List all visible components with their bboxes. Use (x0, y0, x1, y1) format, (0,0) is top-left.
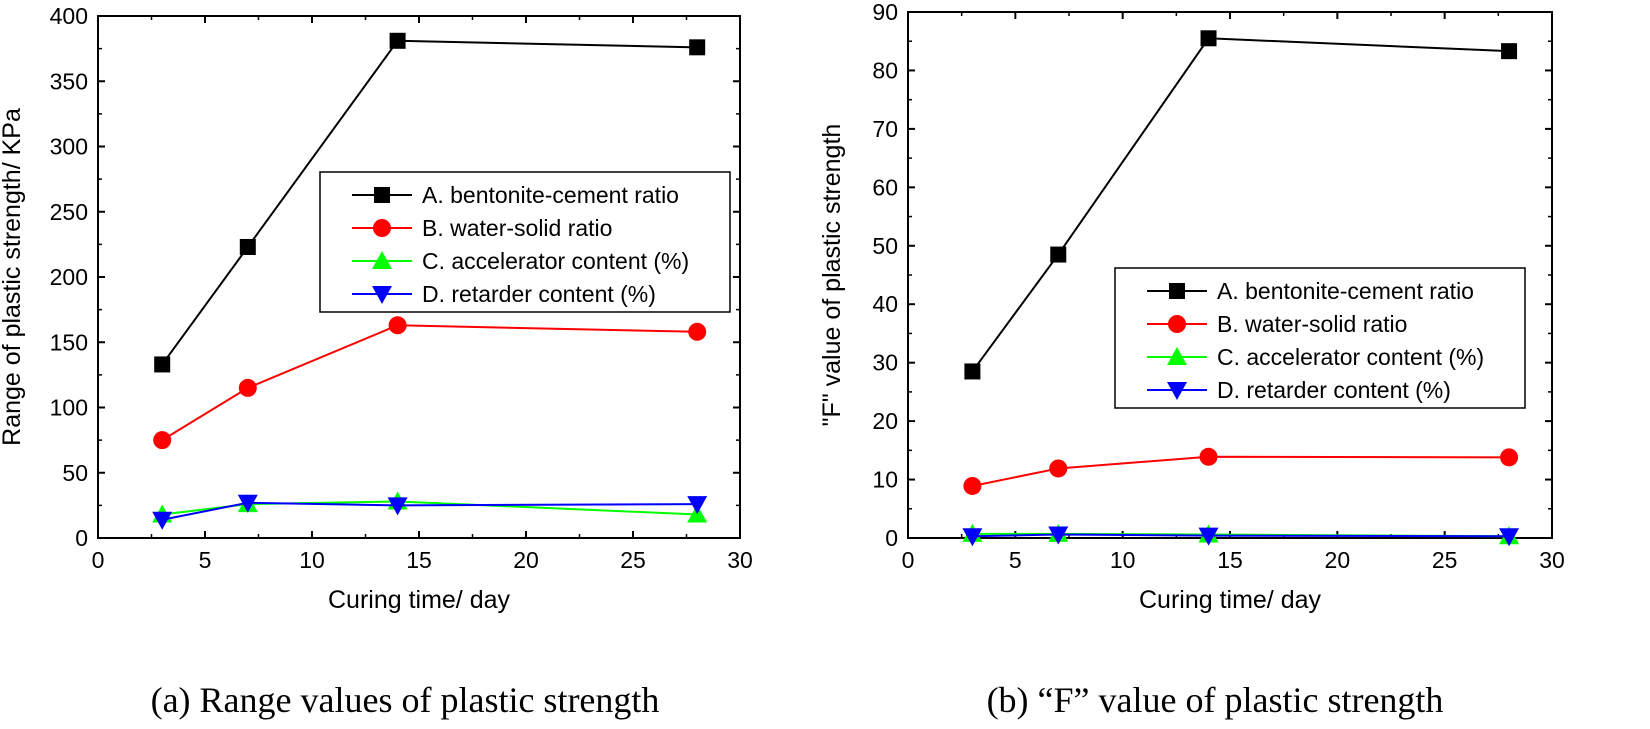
y-tick-label: 200 (50, 264, 88, 290)
x-axis-label: Curing time/ day (328, 586, 511, 614)
data-point-series-4 (1048, 526, 1069, 545)
y-tick-label: 40 (872, 291, 898, 317)
data-point-series-4 (687, 496, 708, 515)
data-point-series-1 (389, 32, 406, 49)
y-tick-label: 400 (50, 3, 88, 29)
x-tick-label: 10 (1110, 547, 1136, 573)
series-line-4 (972, 533, 1510, 538)
x-tick-label: 25 (1432, 547, 1458, 573)
legend-label-4: D. retarder content (%) (422, 281, 656, 307)
y-tick-label: 50 (872, 233, 898, 259)
legend-marker-2 (1168, 315, 1186, 333)
data-point-series-1 (1200, 30, 1217, 47)
data-point-series-4 (1198, 527, 1219, 546)
series-line-2 (161, 324, 698, 441)
figure-caption: (b) “F” value of plastic strength (987, 680, 1444, 720)
data-point-series-2 (238, 378, 257, 397)
data-point-series-2 (153, 431, 172, 450)
x-tick-label: 0 (92, 547, 105, 573)
figure-caption: (a) Range values of plastic strength (151, 680, 660, 720)
x-tick-label: 15 (1217, 547, 1243, 573)
y-tick-label: 150 (50, 329, 88, 355)
data-point-series-1 (689, 39, 706, 56)
legend-marker-4 (1167, 382, 1187, 400)
legend-label-3: C. accelerator content (%) (1217, 344, 1484, 370)
series-line-1 (971, 37, 1510, 373)
x-tick-label: 20 (1325, 547, 1351, 573)
y-tick-label: 90 (872, 0, 898, 25)
y-tick-label: 10 (872, 467, 898, 493)
data-point-series-2 (963, 476, 982, 495)
data-point-series-1 (1050, 246, 1067, 263)
chart-panel-a: 0 5 10 15 20 25 30050100150200250300350400Curi… (0, 3, 753, 720)
y-tick-label: 0 (75, 525, 88, 551)
legend-marker-3 (372, 251, 392, 269)
legend-label-1: A. bentonite-cement ratio (1217, 278, 1474, 304)
x-tick-label: 5 (1009, 547, 1022, 573)
legend-marker-1 (1169, 283, 1185, 299)
y-tick-label: 50 (62, 460, 88, 486)
legend-label-1: A. bentonite-cement ratio (422, 182, 679, 208)
legend-marker-4 (372, 286, 392, 304)
data-point-series-4 (962, 528, 983, 547)
x-tick-label: 30 (1539, 547, 1565, 573)
x-tick-label: 20 (513, 547, 539, 573)
y-tick-label: 250 (50, 199, 88, 225)
data-point-series-4 (237, 494, 258, 513)
data-point-series-2 (388, 316, 407, 335)
y-tick-label: 20 (872, 408, 898, 434)
x-tick-label: 5 (199, 547, 212, 573)
data-point-series-4 (152, 511, 173, 530)
x-axis-label: Curing time/ day (1139, 586, 1322, 614)
data-point-series-4 (387, 497, 408, 516)
legend-label-2: B. water-solid ratio (422, 215, 612, 241)
legend-marker-1 (374, 187, 390, 203)
x-tick-label: 0 (902, 547, 915, 573)
data-point-series-2 (1049, 459, 1068, 478)
data-point-series-1 (154, 356, 171, 373)
x-tick-label: 10 (299, 547, 325, 573)
y-tick-label: 350 (50, 68, 88, 94)
legend-label-2: B. water-solid ratio (1217, 311, 1407, 337)
x-tick-label: 30 (727, 547, 753, 573)
legend-label-3: C. accelerator content (%) (422, 248, 689, 274)
x-tick-label: 15 (406, 547, 432, 573)
series-line-4 (162, 501, 698, 521)
legend-marker-2 (373, 219, 391, 237)
data-point-series-1 (239, 238, 256, 255)
legend-marker-3 (1167, 347, 1187, 365)
x-tick-label: 25 (620, 547, 646, 573)
y-tick-label: 100 (50, 395, 88, 421)
data-point-series-1 (1501, 43, 1518, 60)
legend-label-4: D. retarder content (%) (1217, 377, 1451, 403)
data-point-series-1 (964, 363, 981, 380)
data-point-series-2 (1500, 448, 1519, 467)
y-tick-label: 30 (872, 350, 898, 376)
data-point-series-2 (688, 322, 707, 341)
y-axis-label: Range of plastic strength/ KPa (0, 108, 26, 446)
data-point-series-2 (1199, 447, 1218, 466)
y-tick-label: 70 (872, 116, 898, 142)
y-tick-label: 300 (50, 134, 88, 160)
data-point-series-4 (1499, 528, 1520, 547)
y-tick-label: 80 (872, 57, 898, 83)
series-line-1 (161, 39, 698, 366)
chart-panel-b: 0 5 10 15 20 25 30 0 10 20 30 40 50 60 70 80 90 Curing ti… (818, 0, 1565, 720)
y-axis-label: "F" value of plastic strength (818, 124, 846, 427)
y-tick-label: 0 (885, 525, 898, 551)
series-line-2 (972, 455, 1510, 487)
series-line-3 (162, 500, 698, 516)
y-tick-label: 60 (872, 174, 898, 200)
